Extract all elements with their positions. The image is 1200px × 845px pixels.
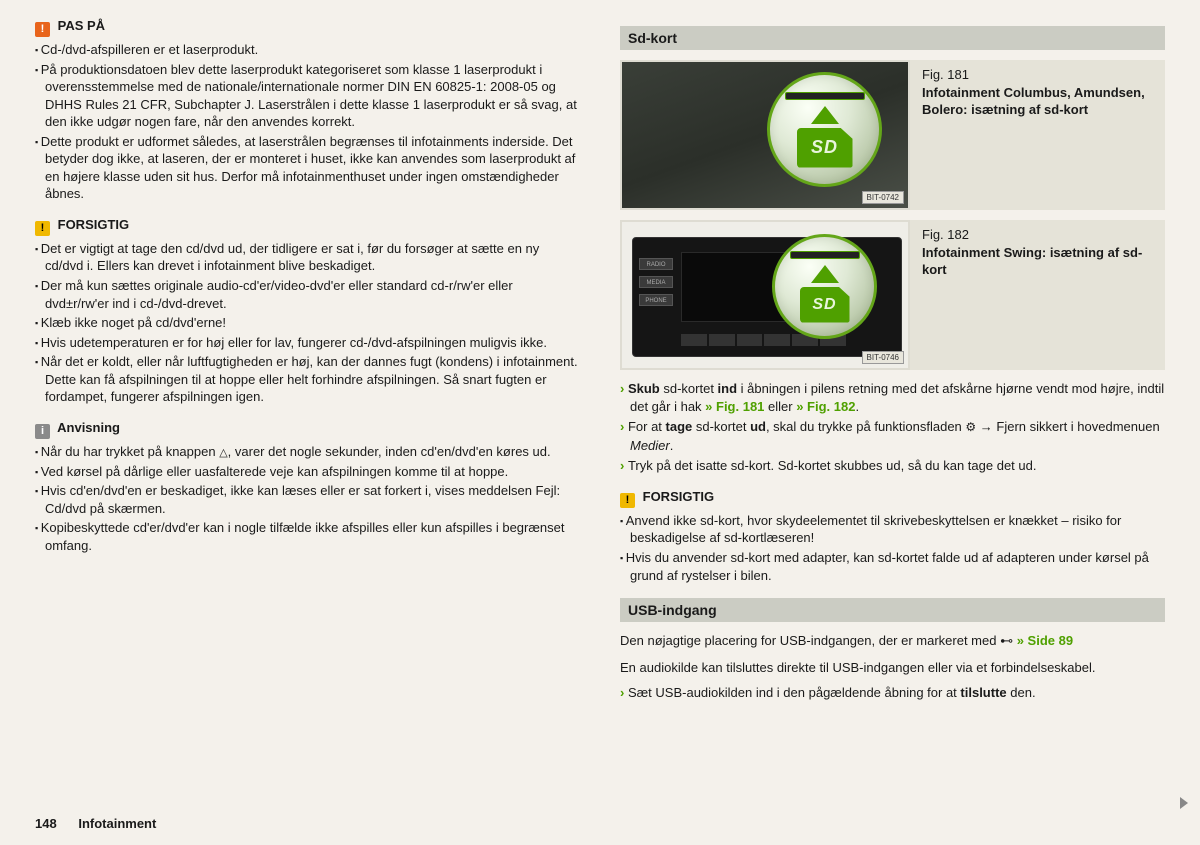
caution-icon: !	[35, 221, 50, 236]
page-columns: ! PAS PÅ Cd-/dvd-afspilleren er et laser…	[35, 18, 1165, 704]
warn2-item: Hvis udetemperaturen er for høj eller fo…	[45, 334, 580, 352]
note-item: Hvis cd'en/dvd'en er beskadiget, ikke ka…	[45, 482, 580, 517]
caution-heading-right: ! FORSIGTIG	[620, 489, 1165, 508]
sd-callout: SD	[767, 72, 882, 187]
warn2-item: Der må kun sættes originale audio-cd'er/…	[45, 277, 580, 312]
sd-callout: SD	[772, 234, 877, 339]
caution-heading: ! FORSIGTIG	[35, 217, 580, 236]
warn1-item: På produktionsdatoen blev dette laserpro…	[45, 61, 580, 131]
page-footer: 148 Infotainment	[35, 816, 156, 831]
sd-slot-graphic	[785, 92, 865, 100]
warn2-item: Klæb ikke noget på cd/dvd'erne!	[45, 314, 580, 332]
caution-title: FORSIGTIG	[643, 489, 715, 504]
figure-id-label: BIT-0746	[862, 351, 904, 364]
sd-card-icon: SD	[797, 128, 853, 168]
eject-icon: △	[219, 447, 227, 459]
warning-title: PAS PÅ	[58, 18, 105, 33]
figure-181-image: SD BIT-0742	[620, 60, 910, 210]
instruction-step: Sæt USB-audiokilden ind i den pågældende…	[630, 684, 1165, 702]
warn1-item: Cd-/dvd-afspilleren er et laserprodukt.	[45, 41, 580, 59]
info-icon: i	[35, 424, 50, 439]
radio-buttons: RADIO MEDIA PHONE	[639, 258, 673, 306]
continue-arrow-icon	[1180, 797, 1188, 809]
instruction-step: For at tage sd-kortet ud, skal du trykke…	[630, 418, 1165, 454]
figure-182-row: RADIO MEDIA PHONE SD BIT-0746 Fig. 182 I…	[620, 220, 1165, 370]
figure-182-caption: Fig. 182 Infotainment Swing: isætning af…	[922, 220, 1165, 370]
page-ref-89: » Side 89	[1013, 633, 1073, 648]
figure-182-image: RADIO MEDIA PHONE SD BIT-0746	[620, 220, 910, 370]
caution-item: Anvend ikke sd-kort, hvor skydeelementet…	[630, 512, 1165, 547]
warning-icon: !	[35, 22, 50, 37]
arrow-up-icon	[811, 106, 839, 124]
usb-icon: ⊷	[1000, 634, 1013, 649]
gear-icon: ⚙	[965, 420, 976, 434]
instruction-step: Skub sd-kortet ind i åbningen i pilens r…	[630, 380, 1165, 416]
caution-icon: !	[620, 493, 635, 508]
figure-id-label: BIT-0742	[862, 191, 904, 204]
usb-text: Den nøjagtige placering for USB-indgange…	[620, 632, 1165, 651]
section-sd-kort: Sd-kort	[620, 26, 1165, 50]
warn1-item: Dette produkt er udformet således, at la…	[45, 133, 580, 203]
sd-card-icon: SD	[800, 287, 850, 323]
note-title: Anvisning	[57, 420, 120, 435]
figure-181-row: SD BIT-0742 Fig. 181 Infotainment Columb…	[620, 60, 1165, 210]
right-column: Sd-kort SD BIT-0742 Fig. 181 Infotainmen…	[620, 18, 1165, 704]
note-item: Når du har trykket på knappen △, varer d…	[45, 443, 580, 461]
caution-item: Hvis du anvender sd-kort med adapter, ka…	[630, 549, 1165, 584]
warn2-item: Når det er koldt, eller når luftfugtighe…	[45, 353, 580, 406]
fig-ref-182: » Fig. 182	[796, 399, 855, 414]
figure-181-caption: Fig. 181 Infotainment Columbus, Amundsen…	[922, 60, 1165, 210]
warn2-item: Det er vigtigt at tage den cd/dvd ud, de…	[45, 240, 580, 275]
note-heading: i Anvisning	[35, 420, 580, 439]
caution-title: FORSIGTIG	[58, 217, 130, 232]
note-item: Ved kørsel på dårlige eller uasfalterede…	[45, 463, 580, 481]
instruction-step: Tryk på det isatte sd-kort. Sd-kortet sk…	[630, 457, 1165, 475]
arrow-up-icon	[811, 265, 839, 283]
section-usb: USB-indgang	[620, 598, 1165, 622]
usb-text: En audiokilde kan tilsluttes direkte til…	[620, 659, 1165, 677]
footer-section: Infotainment	[78, 816, 156, 831]
page-number: 148	[35, 816, 57, 831]
note-item: Kopibeskyttede cd'er/dvd'er kan i nogle …	[45, 519, 580, 554]
sd-slot-graphic	[790, 251, 860, 259]
fig-ref-181: » Fig. 181	[705, 399, 764, 414]
warning-pas-pa-heading: ! PAS PÅ	[35, 18, 580, 37]
left-column: ! PAS PÅ Cd-/dvd-afspilleren er et laser…	[35, 18, 580, 704]
